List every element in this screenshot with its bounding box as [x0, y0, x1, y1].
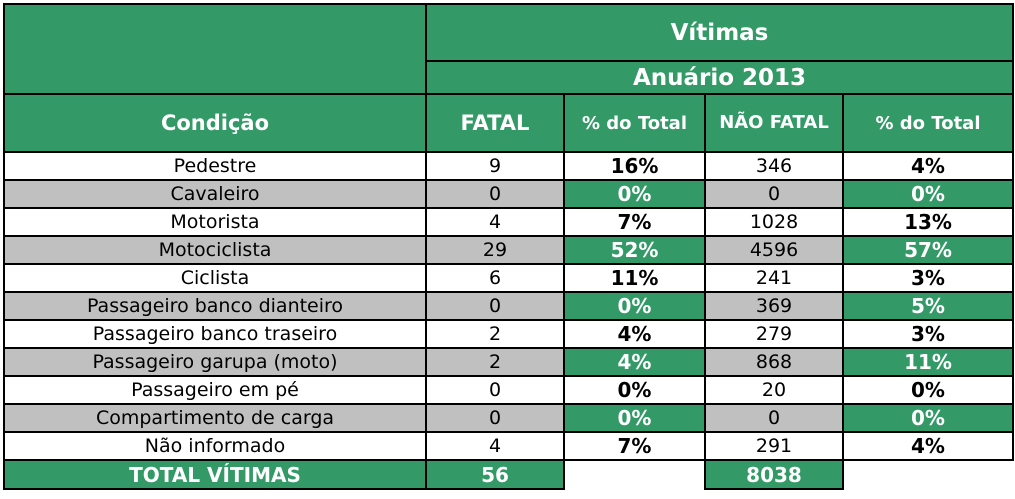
cell-pct-fatal: 0%	[563, 291, 706, 321]
cell-fatal: 2	[425, 347, 565, 377]
cell-condicao: Passageiro em pé	[3, 375, 427, 405]
cell-fatal: 29	[425, 235, 565, 265]
cell-pct-fatal: 4%	[563, 347, 706, 377]
cell-condicao: Cavaleiro	[3, 179, 427, 209]
total-nao-fatal: 8038	[704, 459, 844, 490]
cell-nao-fatal: 20	[704, 375, 844, 405]
cell-fatal: 0	[425, 179, 565, 209]
cell-fatal: 6	[425, 263, 565, 293]
cell-pct-nao-fatal: 0%	[842, 179, 1014, 209]
totals-row: TOTAL VÍTIMAS 56 8038	[3, 459, 1013, 490]
table-row: Compartimento de carga 0 0% 0 0%	[3, 403, 1014, 433]
cell-pct-fatal: 7%	[563, 431, 706, 461]
cell-pct-nao-fatal: 0%	[842, 375, 1014, 405]
cell-fatal: 0	[425, 291, 565, 321]
cell-condicao: Compartimento de carga	[3, 403, 427, 433]
table-row: Motorista 4 7% 1028 13%	[3, 207, 1014, 237]
cell-fatal: 4	[425, 207, 565, 237]
total-blank-1	[564, 460, 705, 489]
cell-pct-fatal: 16%	[563, 151, 706, 181]
cell-nao-fatal: 279	[704, 319, 844, 349]
cell-pct-nao-fatal: 3%	[842, 263, 1014, 293]
column-header-nao-fatal: NÃO FATAL	[704, 93, 844, 153]
victims-table: Vítimas Anuário 2013 Condição FATAL % do…	[3, 3, 1014, 490]
cell-pct-fatal: 7%	[563, 207, 706, 237]
cell-pct-nao-fatal: 3%	[842, 319, 1014, 349]
cell-fatal: 4	[425, 431, 565, 461]
total-label: TOTAL VÍTIMAS	[3, 459, 427, 490]
table-row: Motociclista 29 52% 4596 57%	[3, 235, 1014, 265]
cell-pct-fatal: 0%	[563, 403, 706, 433]
cell-pct-nao-fatal: 0%	[842, 403, 1014, 433]
cell-pct-nao-fatal: 4%	[842, 151, 1014, 181]
table-row: Não informado 4 7% 291 4%	[3, 431, 1014, 461]
cell-nao-fatal: 1028	[704, 207, 844, 237]
cell-condicao: Pedestre	[3, 151, 427, 181]
table-row: Passageiro em pé 0 0% 20 0%	[3, 375, 1014, 405]
cell-condicao: Motorista	[3, 207, 427, 237]
cell-pct-nao-fatal: 11%	[842, 347, 1014, 377]
table-subtitle: Anuário 2013	[425, 60, 1014, 95]
table-row: Cavaleiro 0 0% 0 0%	[3, 179, 1014, 209]
cell-pct-fatal: 52%	[563, 235, 706, 265]
column-header-pct-fatal: % do Total	[563, 93, 706, 153]
header-blank-cell	[3, 3, 427, 95]
column-header-nao-fatal-label: NÃO FATAL	[719, 112, 829, 133]
cell-pct-fatal: 11%	[563, 263, 706, 293]
cell-fatal: 0	[425, 375, 565, 405]
cell-nao-fatal: 291	[704, 431, 844, 461]
cell-pct-fatal: 0%	[563, 375, 706, 405]
table-row: Pedestre 9 16% 346 4%	[3, 151, 1014, 181]
cell-nao-fatal: 369	[704, 291, 844, 321]
cell-fatal: 2	[425, 319, 565, 349]
cell-fatal: 9	[425, 151, 565, 181]
cell-fatal: 0	[425, 403, 565, 433]
cell-condicao: Passageiro garupa (moto)	[3, 347, 427, 377]
cell-nao-fatal: 4596	[704, 235, 844, 265]
cell-nao-fatal: 0	[704, 403, 844, 433]
cell-pct-nao-fatal: 13%	[842, 207, 1014, 237]
cell-condicao: Passageiro banco dianteiro	[3, 291, 427, 321]
table-row: Passageiro banco dianteiro 0 0% 369 5%	[3, 291, 1014, 321]
cell-nao-fatal: 0	[704, 179, 844, 209]
cell-pct-nao-fatal: 4%	[842, 431, 1014, 461]
column-header-fatal: FATAL	[425, 93, 565, 153]
cell-pct-nao-fatal: 57%	[842, 235, 1014, 265]
column-header-pct-nao-fatal: % do Total	[842, 93, 1014, 153]
cell-nao-fatal: 868	[704, 347, 844, 377]
total-blank-2	[843, 460, 1013, 489]
total-fatal: 56	[425, 459, 565, 490]
cell-condicao: Ciclista	[3, 263, 427, 293]
cell-nao-fatal: 241	[704, 263, 844, 293]
cell-condicao: Passageiro banco traseiro	[3, 319, 427, 349]
table-row: Passageiro banco traseiro 2 4% 279 3%	[3, 319, 1014, 349]
group-title: Vítimas	[425, 3, 1014, 62]
table-row: Ciclista 6 11% 241 3%	[3, 263, 1014, 293]
cell-condicao: Não informado	[3, 431, 427, 461]
cell-condicao: Motociclista	[3, 235, 427, 265]
cell-nao-fatal: 346	[704, 151, 844, 181]
column-header-condicao: Condição	[3, 93, 427, 153]
table-row: Passageiro garupa (moto) 2 4% 868 11%	[3, 347, 1014, 377]
cell-pct-nao-fatal: 5%	[842, 291, 1014, 321]
cell-pct-fatal: 4%	[563, 319, 706, 349]
cell-pct-fatal: 0%	[563, 179, 706, 209]
